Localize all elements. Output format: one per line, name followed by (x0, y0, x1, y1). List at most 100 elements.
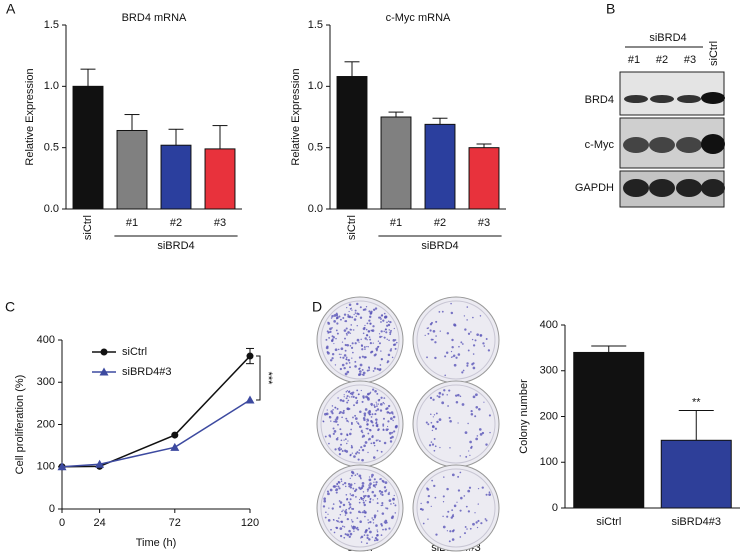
colony (368, 310, 371, 313)
colony (335, 329, 338, 332)
colony (439, 330, 441, 332)
colony (381, 493, 384, 496)
colony (360, 541, 363, 543)
x-tick-label: #2 (434, 217, 446, 229)
colony (365, 306, 368, 308)
y-tick-label: 0.0 (44, 203, 59, 215)
colony (341, 510, 343, 513)
colony (333, 314, 337, 317)
band (676, 137, 702, 153)
y-axis-label: Relative Expression (290, 68, 302, 165)
colony (347, 331, 350, 334)
colony (452, 356, 454, 358)
lane-label: #1 (628, 54, 640, 66)
colony (430, 505, 432, 508)
bar (72, 85, 104, 210)
colony (441, 401, 445, 405)
colony (384, 328, 387, 331)
y-tick-label: 1.0 (308, 80, 323, 92)
colony (371, 350, 373, 353)
colony (342, 411, 345, 415)
colony (392, 419, 394, 422)
colony (470, 409, 473, 413)
colony (343, 313, 347, 316)
colony (342, 509, 344, 511)
colony (343, 396, 345, 398)
colony (481, 431, 485, 435)
colony (383, 403, 385, 405)
colony (488, 414, 491, 417)
y-axis-label: Cell proliferation (%) (14, 375, 26, 475)
colony (326, 330, 329, 333)
colony (327, 513, 329, 515)
colony (357, 528, 360, 531)
colony (376, 449, 379, 452)
colony (327, 519, 331, 522)
colony (472, 316, 474, 319)
colony (378, 368, 382, 372)
colony (450, 516, 453, 519)
colony (346, 343, 350, 347)
colony (381, 335, 383, 338)
colony (353, 526, 357, 529)
colony (436, 420, 439, 424)
colony (472, 395, 476, 399)
colony (354, 312, 357, 314)
colony (364, 530, 367, 534)
colony (350, 329, 353, 331)
colony (367, 519, 369, 521)
bracket (256, 355, 261, 401)
colony (373, 405, 376, 408)
colony (328, 507, 330, 509)
colony (347, 399, 350, 402)
colony (354, 309, 357, 312)
colony (457, 393, 460, 397)
dish-rim (320, 468, 400, 548)
colony (459, 471, 462, 474)
colony (362, 371, 366, 375)
colony (439, 446, 441, 449)
colony (368, 484, 370, 486)
colony (459, 455, 461, 457)
colony (374, 307, 378, 310)
colony (364, 337, 367, 340)
colony (475, 521, 478, 524)
colony (344, 319, 348, 323)
colony (349, 454, 352, 457)
colony (356, 473, 359, 475)
colony (429, 329, 432, 332)
y-tick-label: 0 (49, 503, 55, 515)
colony (467, 489, 471, 493)
colony (381, 504, 384, 507)
colony (442, 525, 446, 529)
colony (342, 317, 345, 320)
colony (393, 430, 396, 433)
colony (432, 398, 435, 401)
colony (335, 526, 339, 530)
colony (451, 473, 455, 477)
colony (348, 485, 351, 488)
colony (336, 316, 338, 318)
colony (361, 348, 364, 351)
colony (454, 394, 458, 397)
colony (433, 414, 436, 416)
colony (346, 370, 350, 374)
colony (362, 434, 366, 438)
colony (335, 337, 337, 340)
colony (361, 431, 364, 434)
colony (371, 536, 374, 538)
colony (368, 527, 371, 530)
colony (370, 442, 373, 445)
x-tick-label: siCtrl (82, 215, 94, 240)
colony (376, 367, 379, 371)
colony (372, 522, 375, 524)
colony (326, 409, 328, 411)
colony (478, 428, 482, 431)
colony (458, 345, 460, 348)
colony (383, 336, 386, 339)
colony (331, 335, 334, 338)
colony (466, 364, 469, 367)
colony (372, 308, 376, 311)
colony (464, 526, 467, 528)
colony (375, 439, 378, 442)
